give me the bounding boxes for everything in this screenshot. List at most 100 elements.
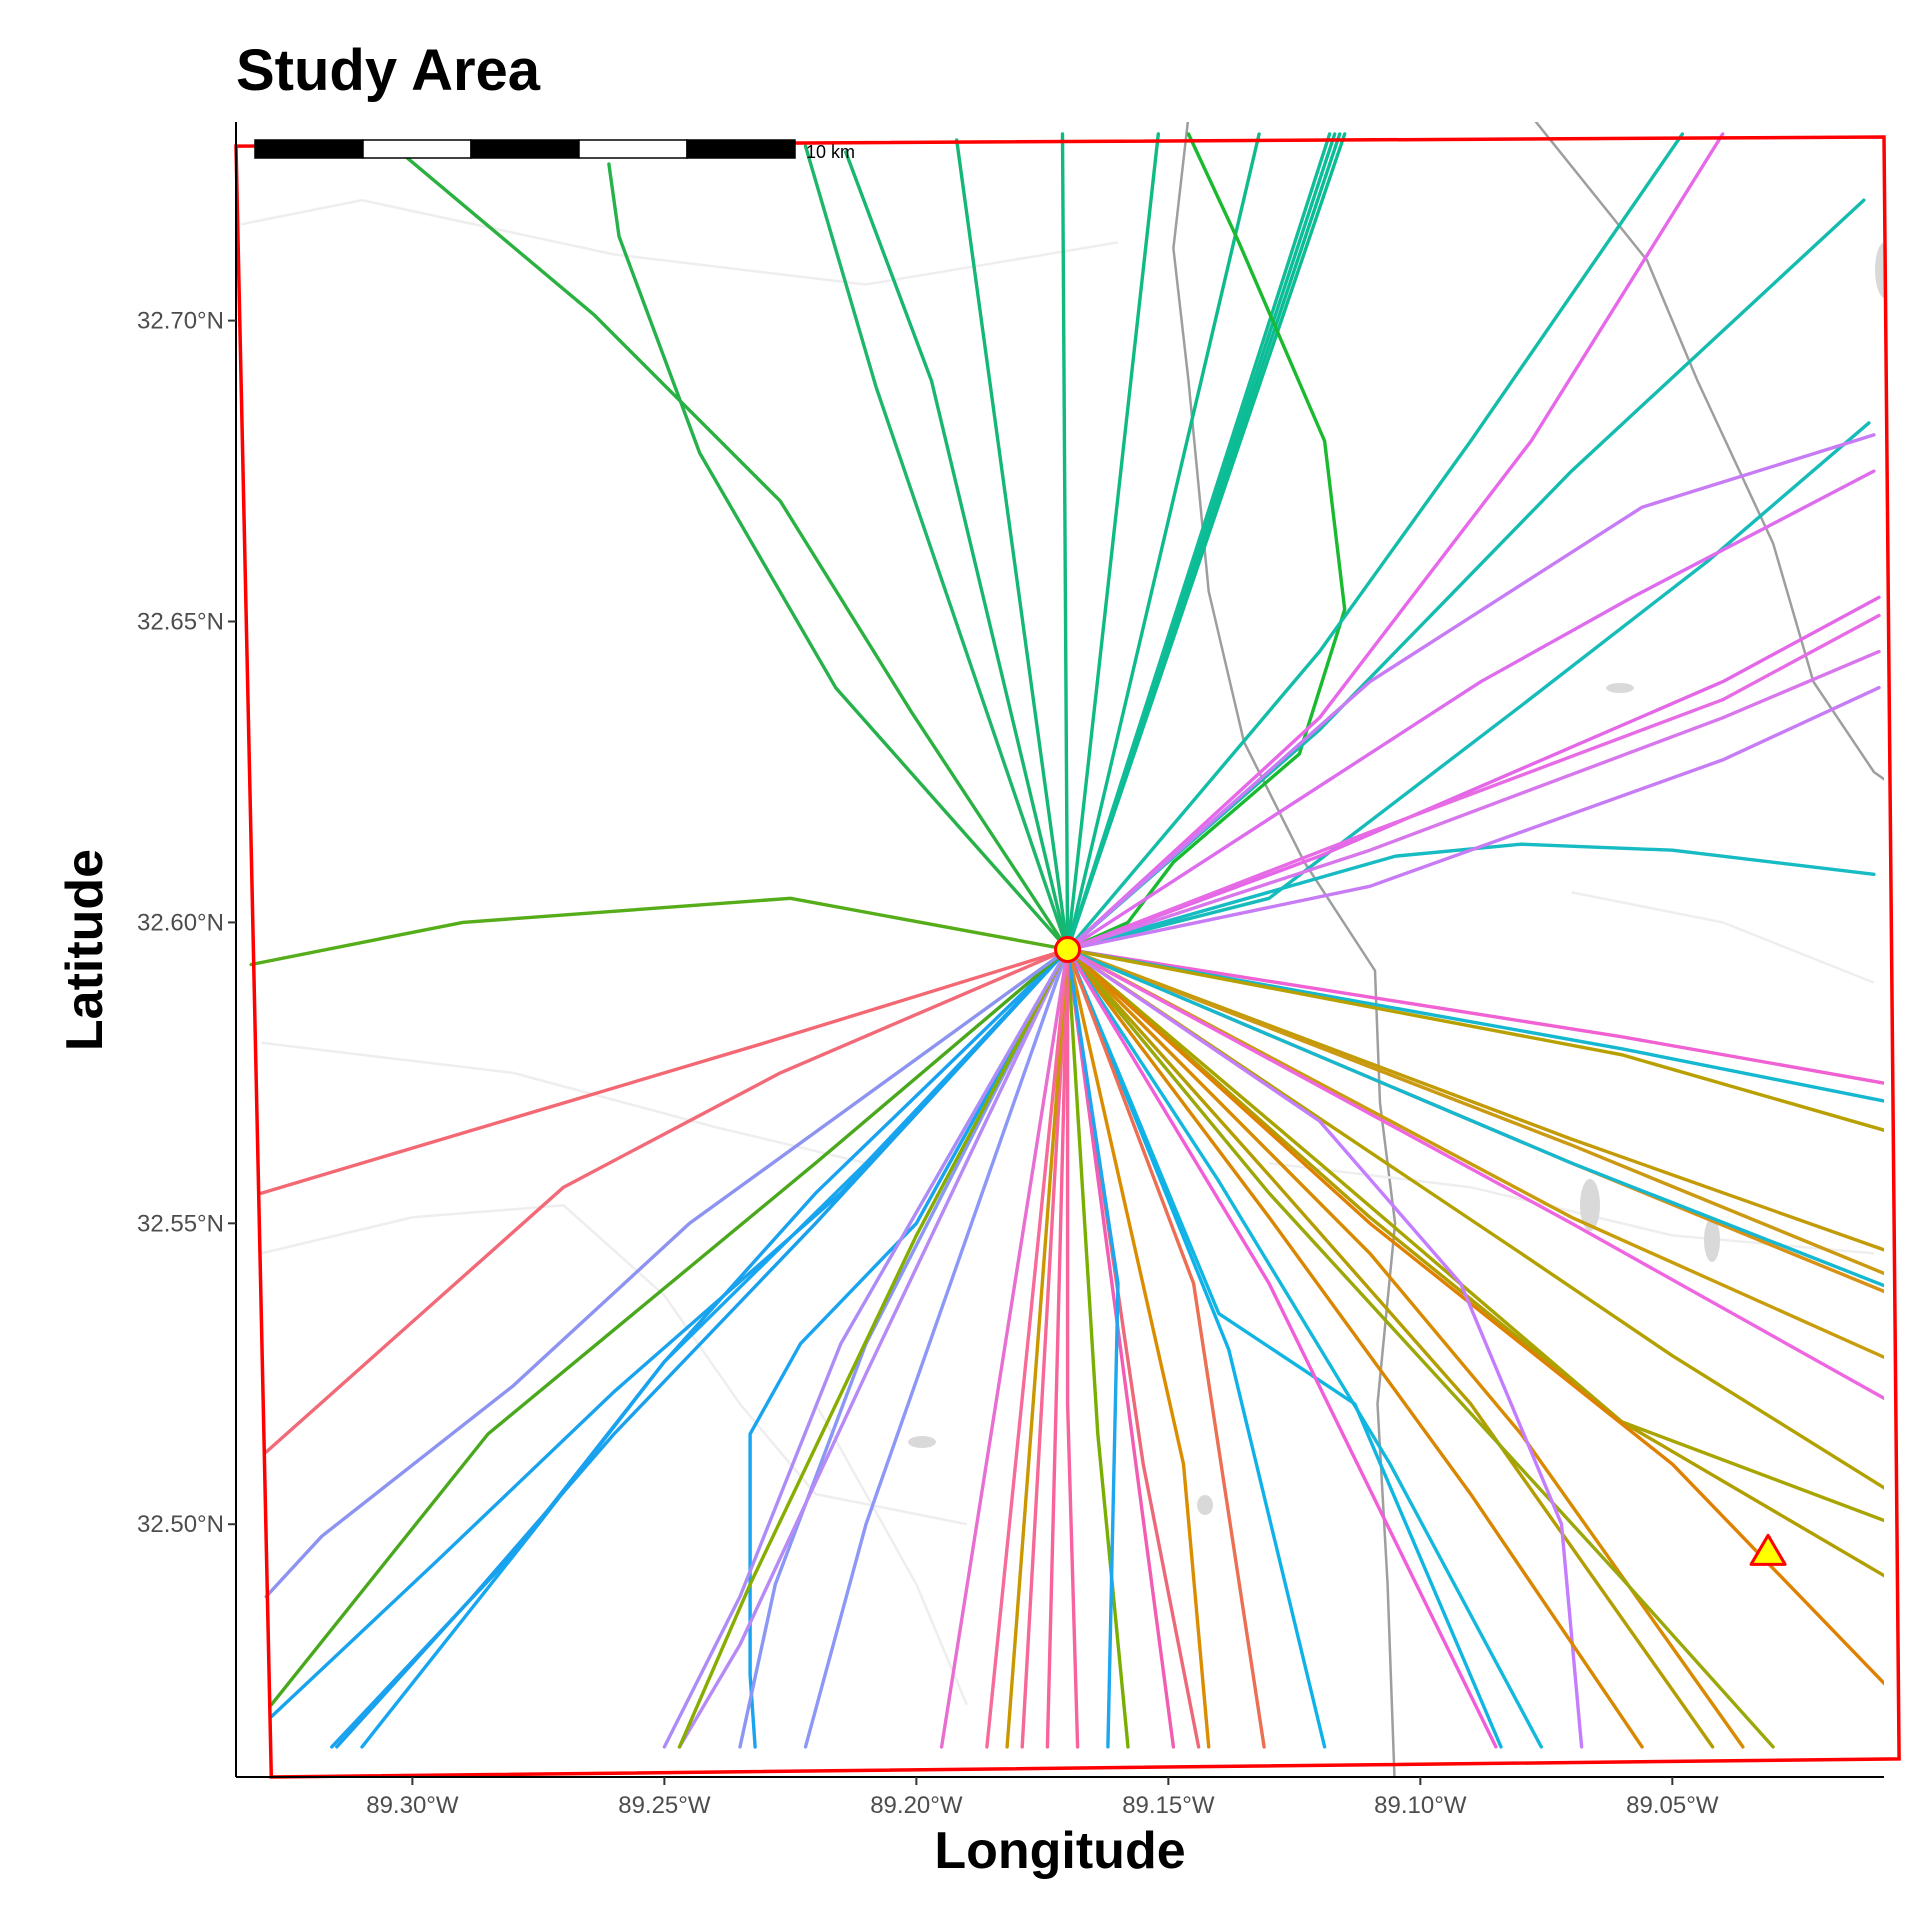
movement-track <box>1065 947 1644 1749</box>
movement-track <box>1065 842 1876 952</box>
study-area-boundary <box>234 135 1901 1779</box>
x-tick-label: 89.10°W <box>1374 1792 1467 1819</box>
x-tick-label: 89.30°W <box>366 1792 459 1819</box>
movement-track <box>269 947 1070 1707</box>
movement-track <box>1065 132 1347 952</box>
movement-track <box>1065 947 1775 1749</box>
minor-road-line <box>260 1204 968 1526</box>
movement-track <box>269 947 1070 1719</box>
movement-track <box>249 896 1070 967</box>
movement-track <box>803 144 1070 952</box>
movement-track <box>677 947 1070 1749</box>
movement-track <box>1065 947 1884 1252</box>
points-layer <box>1054 936 1787 1566</box>
movement-track <box>1065 947 1884 1360</box>
movement-track <box>1065 595 1881 952</box>
movement-track <box>1065 947 1884 1132</box>
movement-track <box>607 162 1070 952</box>
movement-track <box>1065 947 1266 1749</box>
movement-track <box>1065 947 1884 1288</box>
minor-road-line <box>240 198 1119 286</box>
movement-track <box>1065 947 1884 1103</box>
movement-track <box>1060 132 1070 952</box>
movement-track <box>1065 947 1503 1749</box>
y-tick-label: 32.70°N <box>137 308 224 335</box>
road-line <box>1172 122 1397 1777</box>
movement-track <box>264 947 1070 1599</box>
y-axis-ticks: 32.50°N 32.55°N 32.60°N 32.65°N 32.70°N <box>137 308 236 1538</box>
water-features-layer <box>908 242 1884 1515</box>
movement-track <box>939 947 1070 1749</box>
scale-bar-segment <box>686 139 796 159</box>
chart-title: Study Area <box>236 38 541 103</box>
movement-track <box>985 947 1070 1749</box>
movement-track <box>1065 947 1884 1401</box>
minor-road-line <box>261 1041 867 1165</box>
movement-track <box>803 947 1070 1749</box>
movement-track <box>1065 947 1884 1686</box>
movement-track <box>1045 947 1070 1749</box>
water-body <box>1580 1179 1600 1231</box>
movement-track <box>1065 947 1884 1578</box>
movement-track <box>1065 132 1332 952</box>
movement-track <box>1065 947 1884 1276</box>
water-body <box>1197 1495 1213 1515</box>
x-tick-label: 89.05°W <box>1626 1792 1719 1819</box>
y-tick-label: 32.50°N <box>137 1511 224 1538</box>
movement-track <box>677 947 1070 1749</box>
movement-track <box>955 138 1070 952</box>
minor-road-line <box>814 1403 968 1706</box>
center-point-marker <box>1054 936 1082 963</box>
movement-track <box>405 156 1070 952</box>
x-axis-title: Longitude <box>934 1822 1185 1880</box>
y-axis-title: Latitude <box>56 849 114 1051</box>
movement-track <box>1065 132 1725 952</box>
x-tick-label: 89.20°W <box>870 1792 963 1819</box>
tracks-layer <box>249 132 1884 1749</box>
movement-track <box>748 947 1070 1749</box>
movement-track <box>1065 947 1884 1523</box>
minor-road-line <box>1571 891 1875 984</box>
movement-track <box>1065 947 1884 1085</box>
movement-track <box>738 947 1070 1749</box>
x-tick-label: 89.25°W <box>618 1792 711 1819</box>
movement-track <box>1065 947 1120 1749</box>
movement-track <box>1065 947 1544 1749</box>
road-line <box>1534 122 1884 781</box>
movement-track <box>1065 947 1884 1490</box>
scale-bar-label: 10 km <box>806 142 855 162</box>
movement-track <box>1065 649 1881 952</box>
water-body <box>908 1436 936 1448</box>
movement-track <box>1065 947 1715 1749</box>
movement-track <box>1065 947 1176 1749</box>
movement-track <box>1065 947 1584 1749</box>
x-axis-ticks: 89.30°W 89.25°W 89.20°W 89.15°W 89.10°W 89.05… <box>366 1777 1719 1819</box>
water-body <box>1704 1218 1720 1262</box>
water-body <box>1606 683 1634 693</box>
movement-track <box>662 947 1070 1749</box>
scale-bar-segment <box>362 139 472 159</box>
movement-track <box>1005 947 1070 1749</box>
x-tick-label: 89.15°W <box>1122 1792 1215 1819</box>
scale-bar: 10 km <box>254 139 855 162</box>
movement-track <box>1065 947 1327 1749</box>
water-body <box>1875 242 1884 298</box>
movement-track <box>1065 132 1685 952</box>
movement-track <box>1020 947 1070 1749</box>
movement-track <box>1065 132 1161 952</box>
movement-track <box>1065 433 1876 952</box>
y-tick-label: 32.65°N <box>137 609 224 636</box>
movement-track <box>1065 613 1881 952</box>
movement-track <box>1065 132 1261 952</box>
movement-track <box>1065 947 1211 1749</box>
movement-track <box>844 150 1070 952</box>
movement-track <box>264 947 1070 1454</box>
movement-track <box>1065 947 1130 1749</box>
y-tick-label: 32.60°N <box>137 909 224 936</box>
triangle-marker <box>1749 1533 1787 1566</box>
movement-track <box>1065 421 1871 952</box>
y-tick-label: 32.55°N <box>137 1210 224 1237</box>
movement-track <box>1065 686 1881 952</box>
movement-track <box>259 947 1070 1195</box>
